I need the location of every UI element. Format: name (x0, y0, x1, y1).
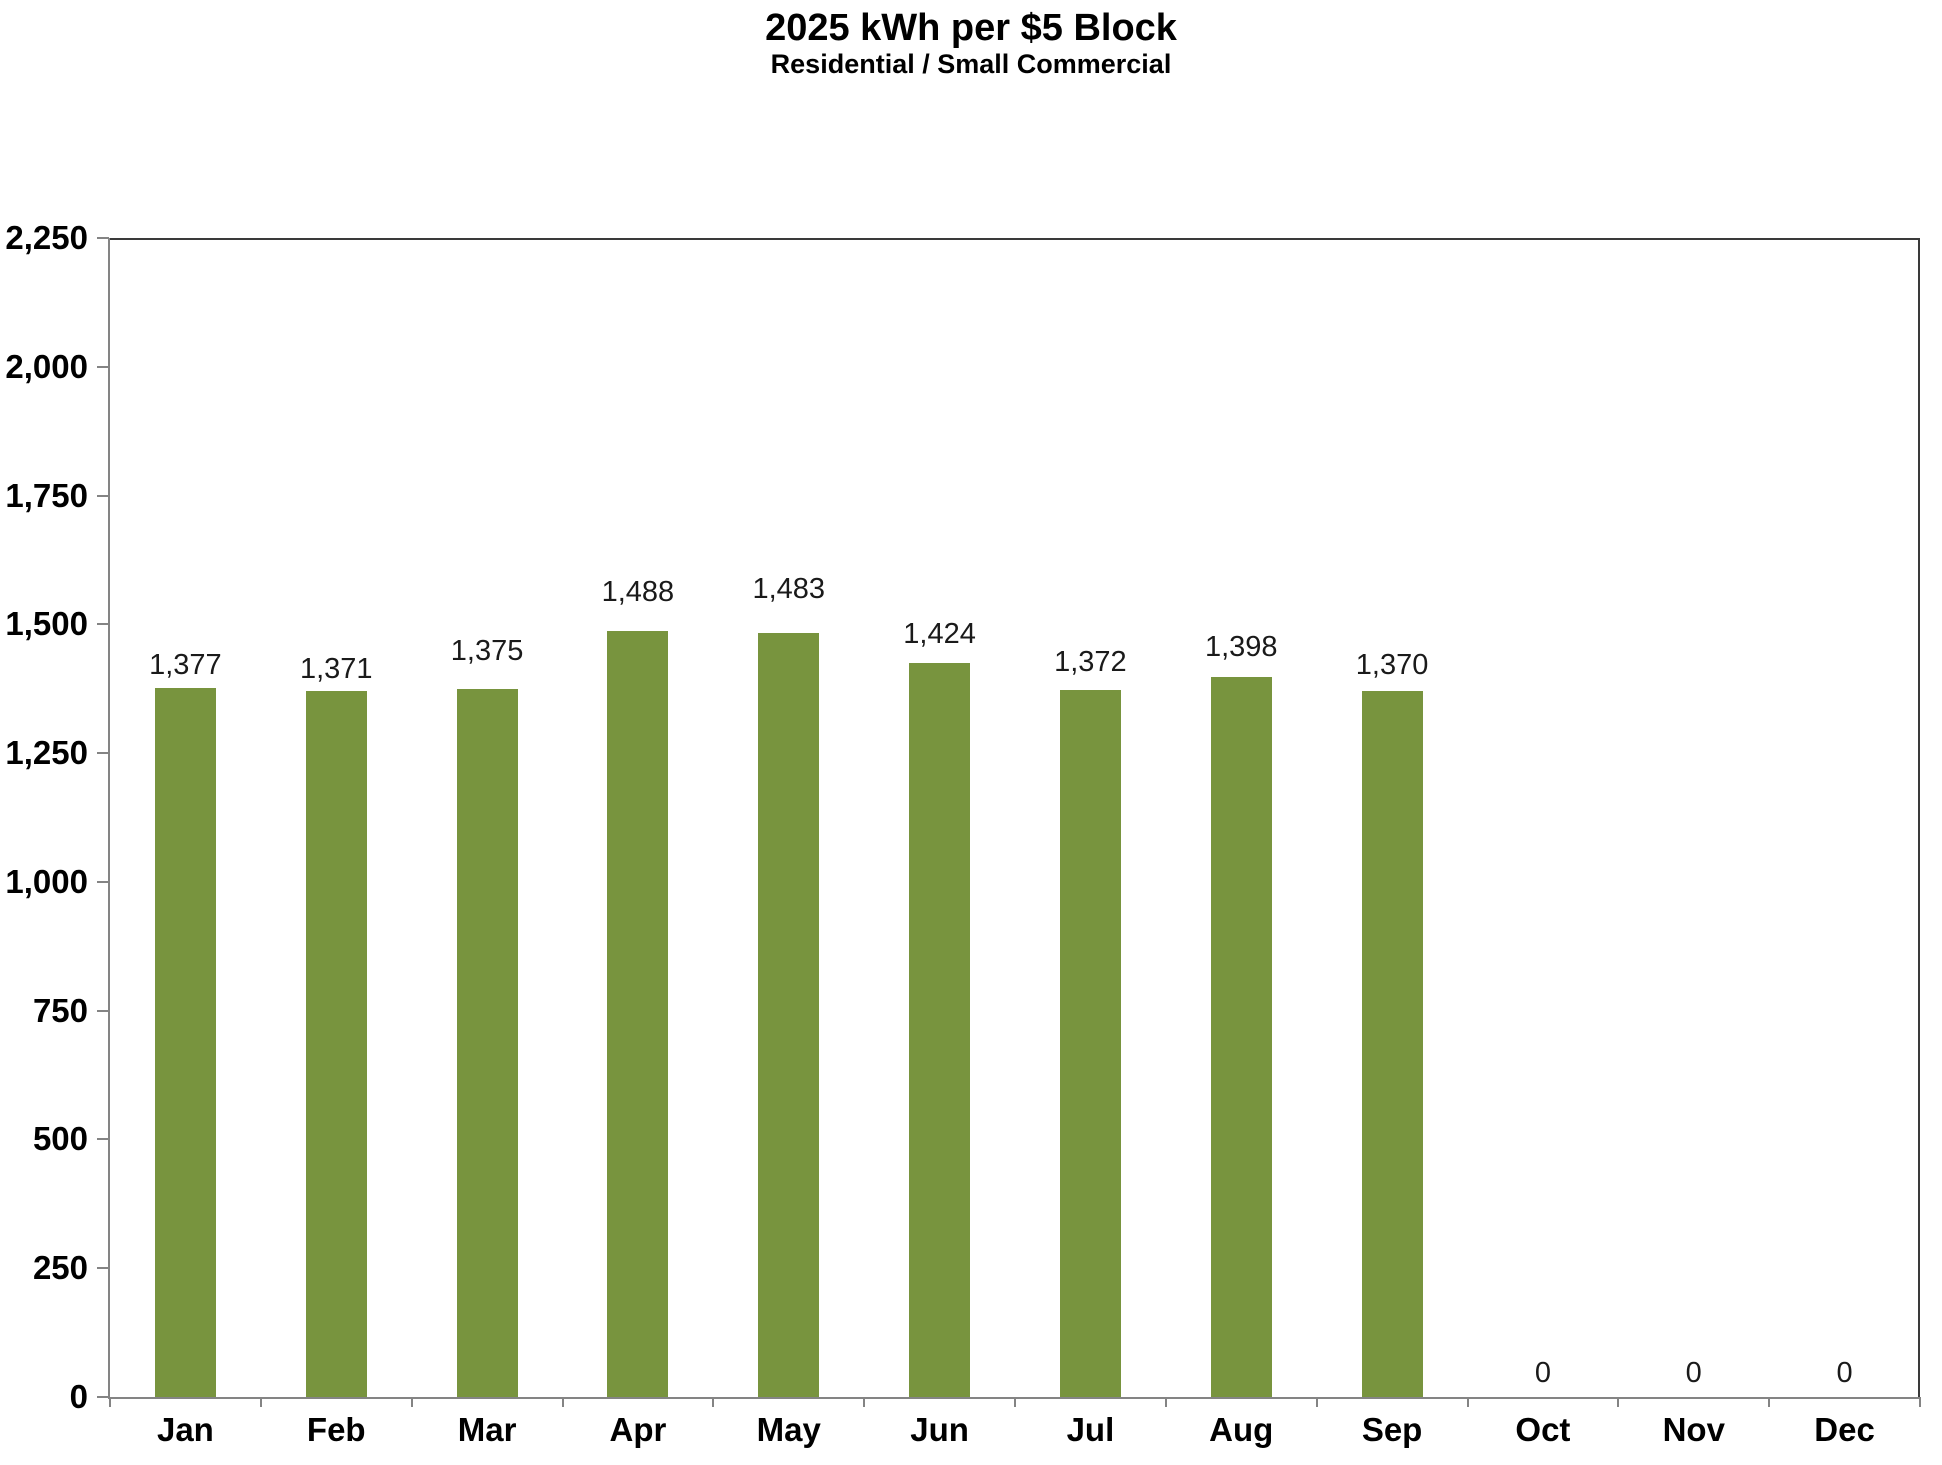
bar-jan (154, 687, 216, 1397)
x-axis-label-feb: Feb (306, 1411, 366, 1448)
bar-feb (305, 690, 367, 1397)
y-axis-label: 2,250 (5, 219, 88, 256)
bar-value-label-nov: 0 (1685, 1357, 1702, 1389)
y-axis-tick (97, 1138, 109, 1141)
x-axis-tick (712, 1397, 715, 1407)
x-axis-tick (109, 1397, 111, 1407)
x-axis-label-jan: Jan (156, 1411, 214, 1448)
y-axis-tick (97, 623, 109, 626)
y-axis-tick (97, 752, 109, 755)
y-axis-tick (97, 365, 109, 368)
x-axis-tick (410, 1397, 413, 1407)
bar-value-label-aug: 1,398 (1204, 630, 1278, 663)
plot-border (110, 238, 1920, 1397)
bar-aug (1210, 676, 1272, 1397)
bar-value-label-feb: 1,371 (299, 652, 373, 685)
bar-sep (1361, 691, 1423, 1397)
x-axis-label-apr: Apr (609, 1411, 667, 1448)
x-axis-tick (1164, 1397, 1167, 1407)
y-axis-label: 1,250 (5, 734, 88, 772)
y-axis-label: 500 (32, 1120, 88, 1158)
x-axis-label-oct: Oct (1515, 1411, 1571, 1448)
x-axis-tick (1315, 1397, 1318, 1407)
y-axis-tick (97, 237, 109, 239)
bar-mar (456, 688, 518, 1397)
bar-value-label-dec: 0 (1836, 1357, 1853, 1389)
bar-may (758, 633, 820, 1397)
bar-jun (909, 663, 971, 1397)
y-axis-label: 250 (32, 1249, 88, 1287)
x-axis-tick (1014, 1397, 1016, 1407)
bar-value-label-mar: 1,375 (450, 634, 524, 667)
x-axis-tick (1466, 1397, 1469, 1407)
x-axis-label-nov: Nov (1662, 1411, 1725, 1448)
chart-subtitle: Residential / Small Commercial (770, 49, 1172, 79)
x-axis-label-may: May (756, 1411, 821, 1448)
x-axis-label-mar: Mar (457, 1411, 517, 1448)
x-axis-tick (1919, 1397, 1921, 1407)
y-axis-label: 1,500 (5, 605, 88, 643)
y-axis-tick (97, 1267, 109, 1270)
y-axis-tick (97, 494, 109, 497)
bar-value-label-sep: 1,370 (1355, 649, 1429, 682)
bar-value-label-apr: 1,488 (601, 575, 675, 608)
bar-value-label-jul: 1,372 (1054, 646, 1127, 679)
y-axis-label: 2,000 (5, 347, 88, 385)
bar-jul (1059, 690, 1121, 1397)
y-axis-label: 1,000 (5, 862, 88, 900)
y-axis-tick (97, 1009, 109, 1012)
bar-value-label-oct: 0 (1534, 1357, 1551, 1389)
y-axis-tick (97, 1396, 109, 1398)
x-axis-label-jun: Jun (910, 1411, 969, 1448)
bar-value-label-jan: 1,377 (149, 648, 222, 681)
x-axis-tick (561, 1397, 564, 1407)
bar-value-label-jun: 1,424 (903, 618, 976, 651)
bar-apr (607, 630, 669, 1397)
x-axis-label-dec: Dec (1814, 1411, 1875, 1448)
y-axis-label: 750 (32, 991, 88, 1029)
x-axis-label-sep: Sep (1361, 1411, 1423, 1448)
x-axis-label-jul: Jul (1066, 1411, 1115, 1448)
chart-title: 2025 kWh per $5 Block (765, 7, 1177, 49)
y-axis-label: 0 (69, 1378, 88, 1415)
x-axis-label-aug: Aug (1209, 1411, 1274, 1448)
bar-value-label-may: 1,483 (752, 573, 826, 606)
x-axis-tick (1617, 1397, 1620, 1407)
y-axis-tick (97, 880, 109, 883)
x-axis-tick (863, 1397, 866, 1407)
y-axis-label: 1,750 (5, 476, 88, 514)
x-axis-tick (259, 1397, 262, 1407)
y-axis-line (108, 238, 110, 1399)
x-axis-tick (1768, 1397, 1771, 1407)
